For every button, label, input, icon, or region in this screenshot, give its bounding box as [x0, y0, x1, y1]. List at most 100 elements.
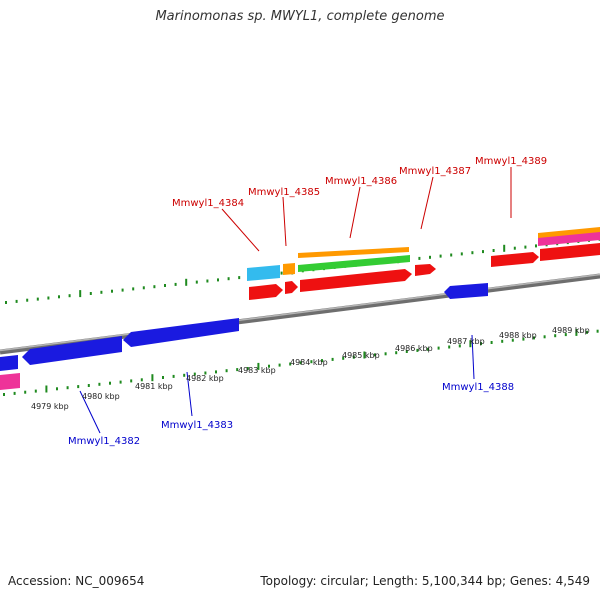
scale-tick — [162, 376, 164, 379]
scale-tick — [109, 381, 111, 385]
scale-tick — [492, 249, 495, 252]
scale-tick — [225, 369, 228, 373]
scale-tick — [151, 374, 154, 382]
scale-tick — [321, 359, 323, 363]
label-connectors — [79, 167, 512, 434]
gene-feature-blue[interactable] — [444, 283, 488, 299]
gene-label[interactable]: Mmwyl1_4387 — [399, 166, 471, 177]
scale-tick — [100, 290, 103, 294]
gene-feature-red[interactable] — [540, 243, 600, 261]
gene-feature-blue[interactable] — [0, 355, 18, 371]
map-title: Marinomonas sp. MWYL1, complete genome — [155, 9, 445, 24]
scale-tick — [554, 334, 557, 338]
scale-tick — [77, 385, 80, 389]
scale-tick — [469, 340, 472, 348]
scale-tick — [142, 286, 145, 290]
gene-feature-red[interactable] — [249, 284, 283, 300]
gene-label[interactable]: Mmwyl1_4382 — [68, 436, 140, 447]
scale-tick — [416, 348, 419, 352]
scale-tick — [26, 298, 29, 302]
scale-tick — [543, 335, 546, 339]
scale-tick — [596, 329, 599, 333]
scale-tick — [503, 244, 506, 252]
scale-tick — [34, 389, 37, 393]
scale-tick — [524, 245, 527, 249]
gene-feature-blue[interactable] — [123, 318, 239, 347]
scale-tick — [119, 380, 122, 384]
kbp-label: 4987 kbp — [447, 337, 485, 346]
scale-tick — [68, 294, 71, 298]
gene-label[interactable]: Mmwyl1_4388 — [442, 382, 514, 393]
gene-feature-orange[interactable] — [298, 247, 409, 258]
scale-tick — [501, 339, 504, 343]
scale-tick — [3, 393, 5, 396]
scale-tick — [238, 276, 241, 280]
kbp-label: 4982 kbp — [186, 374, 224, 383]
scale-tick — [5, 301, 7, 304]
gene-labels-lower: Mmwyl1_4382 Mmwyl1_4383 Mmwyl1_4388 — [68, 382, 514, 447]
gene-label[interactable]: Mmwyl1_4389 — [475, 156, 547, 167]
gene-feature-red[interactable] — [300, 269, 412, 292]
genome-backbone-highlight — [0, 273, 600, 352]
scale-tick — [56, 387, 58, 391]
scale-tick — [153, 285, 156, 289]
scale-tick — [299, 361, 302, 365]
scale-tick — [185, 278, 188, 286]
scale-tick — [448, 345, 451, 349]
gene-label[interactable]: Mmwyl1_4386 — [325, 176, 397, 187]
scale-tick — [533, 336, 535, 340]
scale-tick — [564, 333, 567, 337]
scale-tick — [66, 386, 69, 390]
gene-feature-pink[interactable] — [538, 232, 600, 246]
scale-tick — [280, 271, 283, 275]
scale-tick — [458, 344, 461, 348]
gene-feature-blue[interactable] — [22, 336, 122, 365]
scale-tick — [111, 289, 113, 293]
scale-tick — [535, 244, 537, 248]
kbp-label: 4980 kbp — [82, 392, 120, 401]
kbp-label: 4981 kbp — [135, 382, 173, 391]
scale-tick — [374, 353, 376, 357]
kbp-scale-labels: 4979 kbp 4980 kbp 4981 kbp 4982 kbp 4983 kbp… — [31, 326, 590, 411]
gene-feature-cyan[interactable] — [247, 265, 280, 281]
scale-tick — [215, 370, 217, 374]
scale-tick — [418, 256, 421, 260]
gene-feature-green[interactable] — [298, 255, 410, 272]
scale-tick — [15, 299, 18, 303]
scale-tick — [289, 362, 292, 366]
scale-tick — [352, 355, 355, 359]
scale-tick — [24, 390, 27, 394]
scale-tick — [586, 330, 588, 334]
kbp-label: 4986 kbp — [395, 344, 433, 353]
forward-strand-features — [247, 227, 600, 300]
gene-feature-red[interactable] — [285, 281, 298, 294]
scale-tick — [89, 292, 92, 295]
gene-feature-red[interactable] — [491, 252, 539, 267]
gene-label[interactable]: Mmwyl1_4383 — [161, 420, 233, 431]
tick-row-lower — [3, 328, 599, 396]
scale-tick — [575, 328, 578, 336]
scale-tick — [174, 282, 177, 286]
scale-tick — [227, 277, 230, 281]
scale-tick — [164, 284, 166, 287]
scale-tick — [13, 391, 16, 395]
scale-tick — [193, 372, 196, 376]
scale-tick — [471, 251, 474, 255]
scale-tick — [513, 246, 516, 250]
scale-tick — [98, 382, 101, 386]
scale-tick — [429, 255, 431, 259]
gene-feature-pink[interactable] — [0, 373, 20, 390]
scale-tick — [79, 290, 82, 298]
genome-summary-text: Topology: circular; Length: 5,100,344 bp… — [260, 574, 590, 588]
gene-feature-orange[interactable] — [283, 263, 295, 275]
accession-text: Accession: NC_009654 — [8, 574, 145, 588]
gene-feature-red[interactable] — [415, 264, 436, 276]
gene-label[interactable]: Mmwyl1_4385 — [248, 187, 320, 198]
scale-tick — [342, 356, 345, 360]
kbp-label: 4985 kbp — [342, 351, 380, 360]
scale-tick — [204, 371, 207, 375]
scale-tick — [140, 378, 143, 382]
kbp-label: 4984 kbp — [290, 358, 328, 367]
scale-tick — [490, 341, 493, 344]
gene-label[interactable]: Mmwyl1_4384 — [172, 198, 244, 209]
